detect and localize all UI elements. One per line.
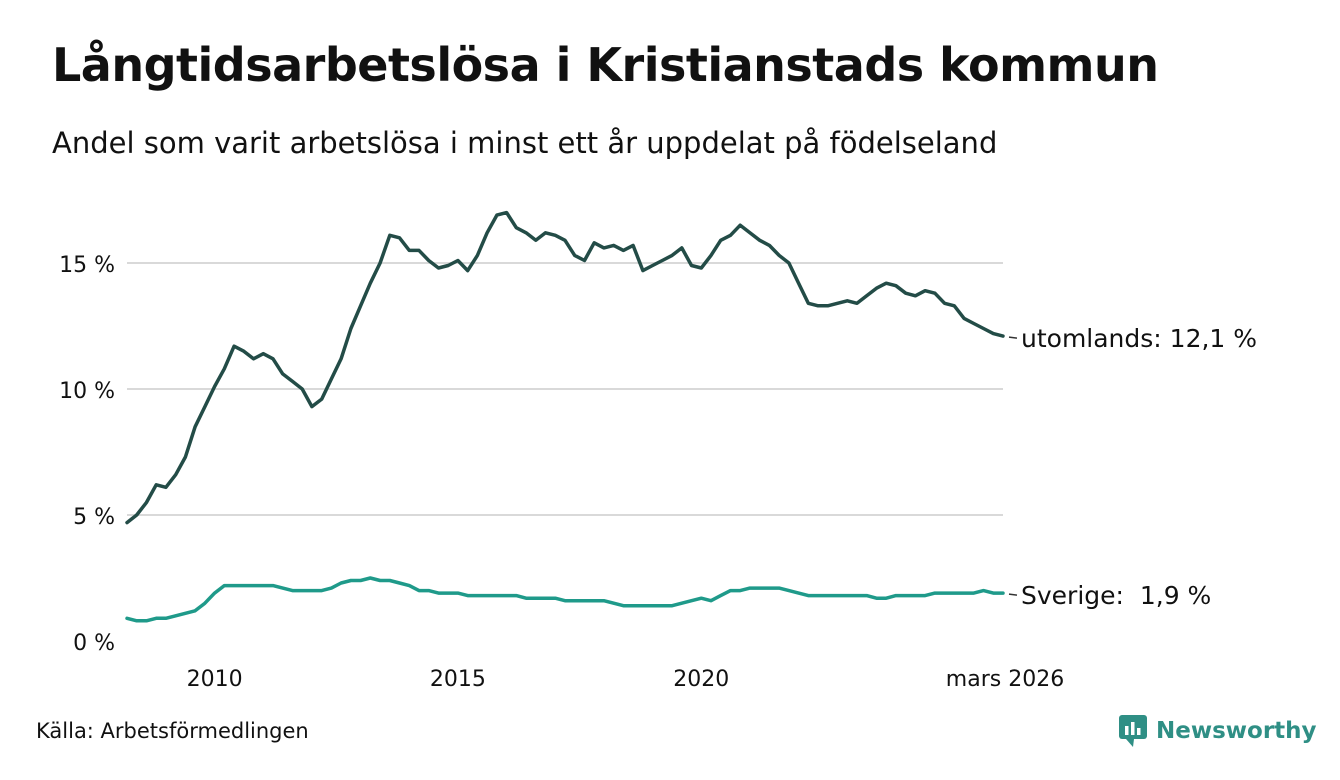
y-tick-label: 10 % [59, 379, 115, 404]
line-chart: 0 % 5 % 10 % 15 % 2010 2015 2020 mars 2026 utom… [59, 210, 1257, 692]
end-label-utomlands: utomlands: 12,1 % [1021, 324, 1257, 353]
label-layer: utomlands: 12,1 % Sverige: 1,9 % [1008, 324, 1257, 610]
end-label-sverige: Sverige: 1,9 % [1021, 581, 1211, 610]
axis-layer: 0 % 5 % 10 % 15 % 2010 2015 2020 mars 2026 [59, 253, 1064, 692]
chart-title: Långtidsarbetslösa i Kristianstads kommu… [52, 38, 1159, 92]
y-tick-label: 15 % [59, 253, 115, 278]
source-note: Källa: Arbetsförmedlingen [36, 719, 309, 743]
x-tick-label: 2010 [187, 667, 243, 692]
grid-layer [127, 262, 1003, 516]
brand-logo[interactable]: Newsworthy [1118, 713, 1317, 749]
end-label-leader [1008, 336, 1018, 339]
y-tick-label: 5 % [73, 505, 115, 530]
newsworthy-logo-icon [1119, 715, 1147, 747]
end-label-leader [1008, 593, 1018, 596]
x-tick-label: 2015 [430, 667, 486, 692]
x-tick-label: 2020 [673, 667, 729, 692]
brand-name: Newsworthy [1156, 718, 1317, 744]
chart-subtitle: Andel som varit arbetslösa i minst ett å… [52, 126, 998, 160]
y-tick-label: 0 % [73, 631, 115, 656]
x-tick-label: mars 2026 [946, 667, 1064, 692]
series-layer [125, 210, 1005, 623]
series-line-utomlands [125, 210, 1005, 525]
series-line-sverige [125, 576, 1005, 623]
